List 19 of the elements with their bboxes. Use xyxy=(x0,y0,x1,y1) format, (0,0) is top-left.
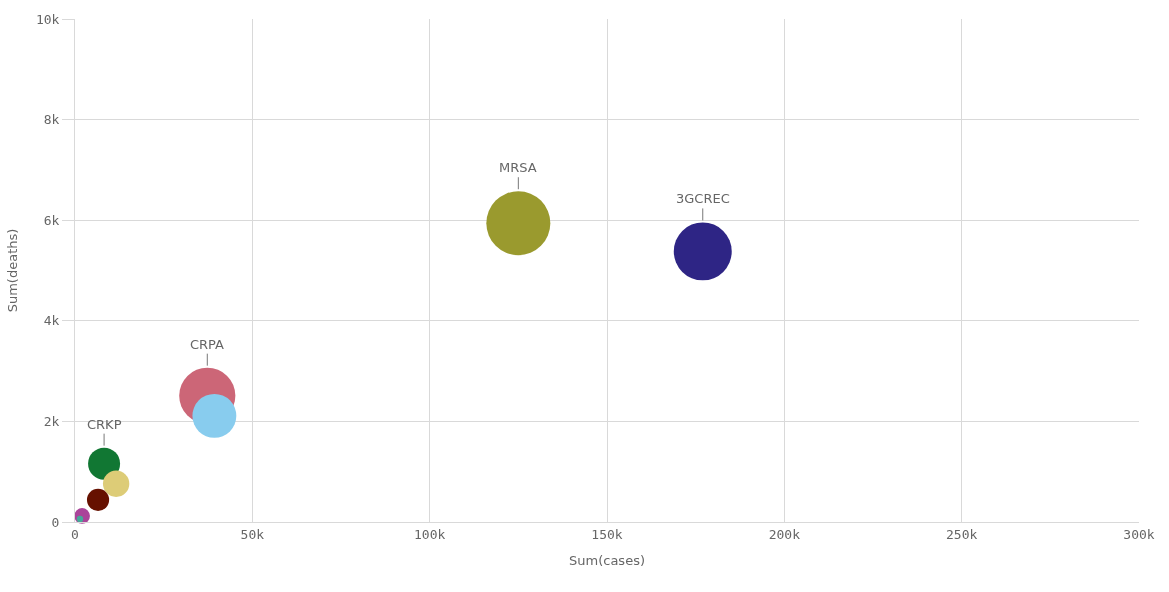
x-tick-label: 150k xyxy=(591,526,623,542)
series-label: 3GCREC xyxy=(676,191,730,206)
y-axis-title: Sum(deaths) xyxy=(4,228,20,313)
x-tick-label: 200k xyxy=(768,526,801,542)
x-tick-label: 50k xyxy=(240,526,265,542)
x-tick-label: 100k xyxy=(414,526,446,542)
y-tick-label: 10k xyxy=(35,11,60,27)
y-tick-label: 8k xyxy=(43,112,60,128)
series-label: CRPA xyxy=(190,337,225,352)
x-tick-label: 250k xyxy=(946,526,978,542)
x-axis-title: Sum(cases) xyxy=(569,553,645,569)
y-tick-label: 6k xyxy=(43,212,60,228)
y-tick-label: 2k xyxy=(43,413,60,429)
series-label: MRSA xyxy=(499,160,537,175)
x-tick-label: 300k xyxy=(1123,526,1155,542)
y-tick-label: 4k xyxy=(43,313,60,329)
y-tick-label: 0 xyxy=(51,514,60,530)
series-label: CRKP xyxy=(87,417,122,432)
x-tick-label: 0 xyxy=(71,526,79,542)
